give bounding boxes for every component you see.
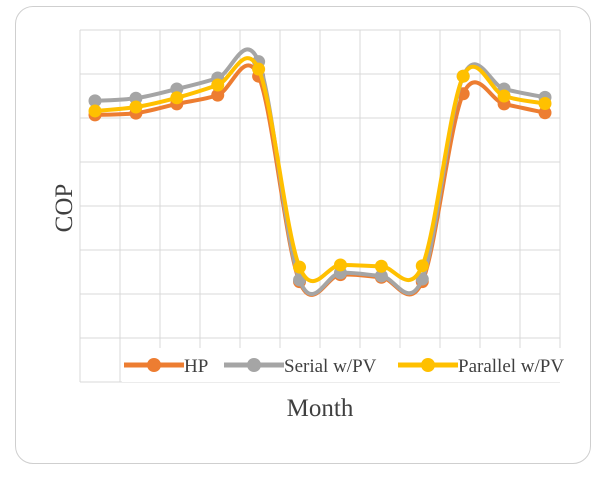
x-axis-title: Month (287, 395, 354, 422)
series-2-point-3 (170, 91, 184, 105)
legend-serial-label: Serial w/PV (284, 356, 377, 377)
series-2-point-11 (497, 89, 511, 103)
series-2-point-6 (293, 260, 307, 274)
series-2-point-4 (211, 78, 225, 92)
legend-parallel-marker (421, 358, 435, 372)
legend-parallel-label: Parallel w/PV (458, 356, 564, 377)
legend-background (122, 348, 582, 382)
series-2-point-8 (374, 259, 388, 273)
legend-serial-marker (247, 358, 261, 372)
series-0-point-12 (538, 106, 552, 120)
plot-grid (79, 29, 561, 383)
series-0-point-4 (211, 88, 225, 102)
legend-hp-marker (147, 358, 161, 372)
legend-hp-label: HP (184, 356, 208, 377)
legend: HP Serial w/PV Parallel w/PV (122, 348, 582, 382)
series-1-point-9 (415, 272, 429, 286)
series-2-point-2 (129, 100, 143, 114)
series-2-point-12 (538, 96, 552, 110)
series-2-point-10 (456, 69, 470, 83)
series-2-point-9 (415, 259, 429, 273)
series-layer (88, 47, 552, 297)
series-2-point-5 (252, 62, 266, 76)
series-1-point-8 (374, 269, 388, 283)
y-axis-title: COP (51, 184, 78, 233)
series-2-point-7 (333, 258, 347, 272)
series-2-point-1 (88, 104, 102, 118)
series-1-point-1 (88, 94, 102, 108)
